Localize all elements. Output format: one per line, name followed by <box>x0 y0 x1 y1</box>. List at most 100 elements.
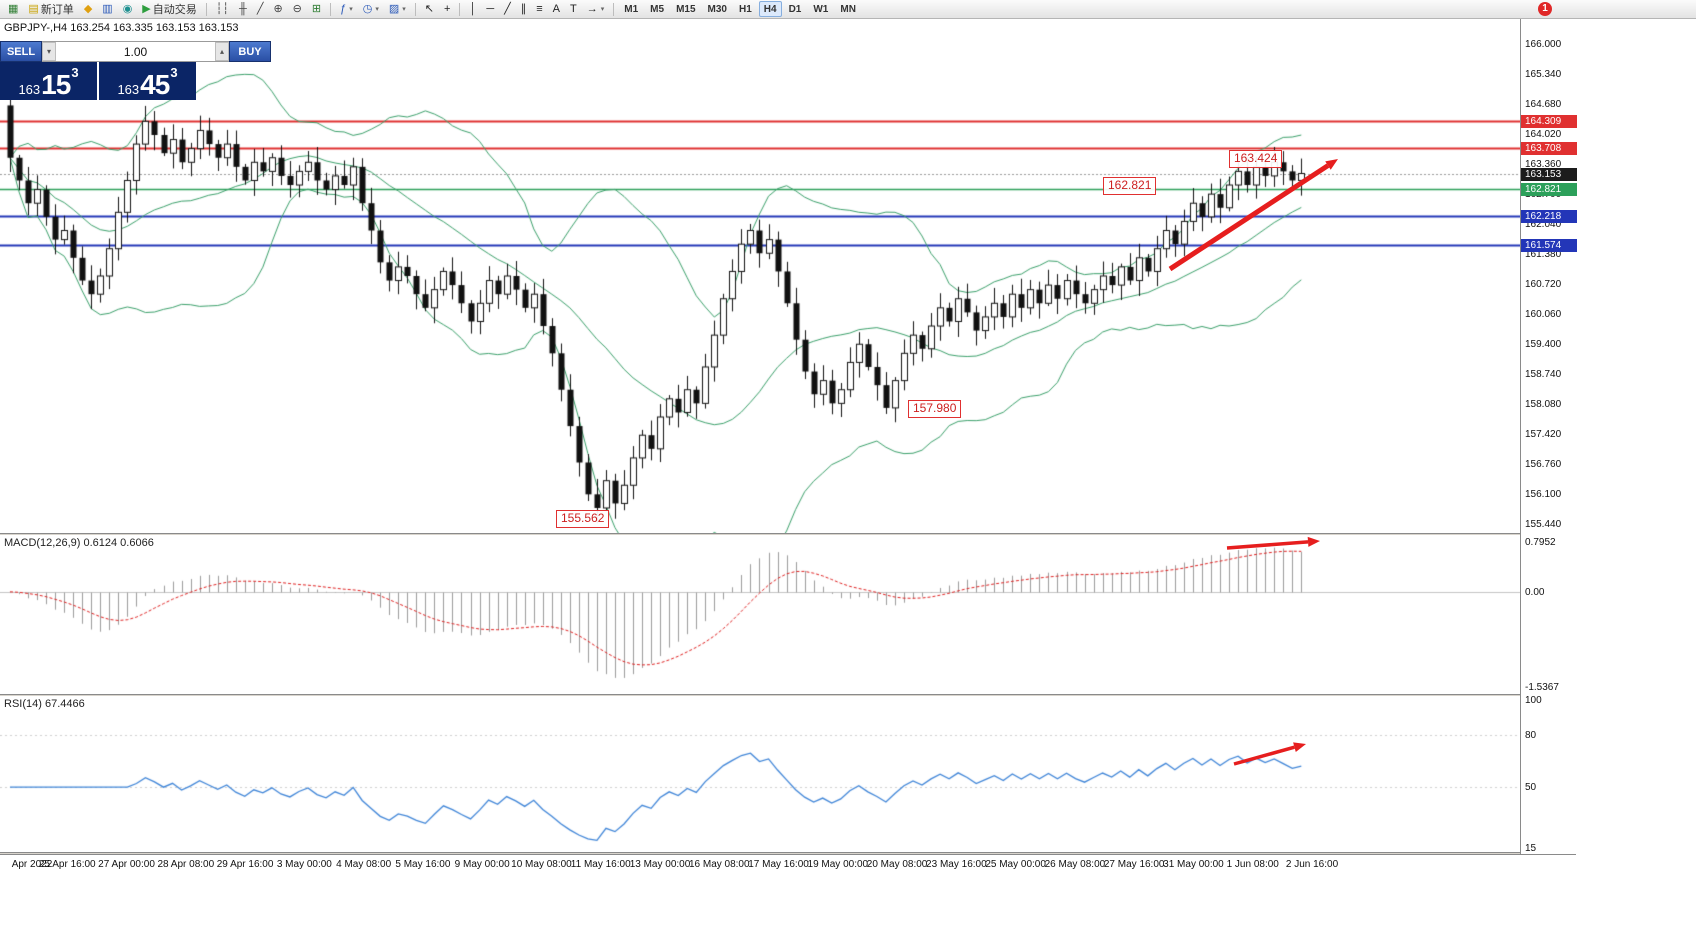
cursor-button[interactable]: ↖ <box>421 1 438 17</box>
time-axis-label: 17 May 16:00 <box>748 859 809 870</box>
bid-pip-digit: 3 <box>71 65 79 80</box>
support-line-tag-162821: 162.821 <box>1521 182 1577 196</box>
timeframe-m1[interactable]: M1 <box>619 1 643 17</box>
timeframe-m15-label: M15 <box>676 3 696 15</box>
lot-size-input[interactable] <box>56 42 215 61</box>
tile-windows-button-icon: ⊞ <box>311 2 322 15</box>
line-chart-button[interactable]: ╱ <box>253 1 268 17</box>
lot-decrease-button[interactable]: ▾ <box>42 42 56 61</box>
price-axis[interactable]: 166.000165.340164.680164.020163.360162.7… <box>1520 19 1577 854</box>
price-callout-label[interactable]: 157.980 <box>908 400 962 418</box>
data-window-button-icon: ▥ <box>102 2 113 15</box>
new-order-button-icon: ▤ <box>28 2 39 15</box>
price-callout-label[interactable]: 163.424 <box>1229 150 1283 168</box>
current-price-tag: 163.153 <box>1521 167 1577 181</box>
rsi-axis-label: 80 <box>1525 729 1537 741</box>
ask-prefix: 163 <box>117 81 140 97</box>
dropdown-caret-icon: ▾ <box>600 6 605 13</box>
arrows-button[interactable]: → ▾ <box>583 1 609 17</box>
time-axis-label: 9 May 00:00 <box>454 859 510 870</box>
time-axis-label: 5 May 16:00 <box>395 859 451 870</box>
zoom-in-button[interactable]: ⊕ <box>269 1 286 17</box>
time-axis-separator[interactable] <box>0 852 1576 854</box>
timeframe-w1[interactable]: W1 <box>808 1 833 17</box>
rsi-indicator-label: RSI(14) 67.4466 <box>4 698 85 710</box>
trade-panel-header-row: SELL ▾ ▴ BUY <box>0 41 271 62</box>
bar-chart-button[interactable]: ┆┆ <box>212 1 233 17</box>
timeframe-h1[interactable]: H1 <box>734 1 757 17</box>
sell-button[interactable]: SELL <box>0 41 42 62</box>
timeframe-d1[interactable]: D1 <box>784 1 807 17</box>
price-axis-label: 158.080 <box>1525 399 1562 411</box>
time-axis-label: 4 May 08:00 <box>336 859 392 870</box>
price-axis-label: 165.340 <box>1525 69 1562 81</box>
time-axis-label: 29 Apr 16:00 <box>216 859 274 870</box>
buy-button[interactable]: BUY <box>229 41 271 62</box>
lot-size-control: ▾ ▴ <box>42 41 229 62</box>
autotrading-button[interactable]: ▶ 自动交易 <box>138 1 200 17</box>
equidistant-channel-button[interactable]: ∥ <box>517 1 531 17</box>
support-line-tag-161574: 161.574 <box>1521 239 1577 253</box>
one-click-trading-panel: SELL ▾ ▴ BUY 163 15 3 163 45 3 <box>0 41 271 100</box>
time-axis-label: 20 May 08:00 <box>866 859 928 870</box>
crosshair-button[interactable]: + <box>440 1 454 17</box>
time-axis-label: 25 Apr 16:00 <box>38 859 96 870</box>
vertical-line-button[interactable]: │ <box>465 1 480 17</box>
macd-pane-canvas[interactable] <box>0 535 1520 694</box>
zoom-out-button[interactable]: ⊖ <box>289 1 306 17</box>
toolbar-separator <box>205 2 207 16</box>
text-label-button-icon: T <box>570 2 577 15</box>
timeframe-h4[interactable]: H4 <box>758 1 782 17</box>
timeframe-m5[interactable]: M5 <box>645 1 669 17</box>
text-button-icon: A <box>552 2 560 15</box>
rsi-axis-label: 100 <box>1525 695 1542 706</box>
market-watch-button-icon: ◆ <box>83 2 93 15</box>
indicators-button-icon: ƒ <box>340 2 347 15</box>
price-axis-label: 164.020 <box>1525 129 1562 141</box>
timeframe-d1-label: D1 <box>788 3 802 15</box>
timeframe-mn[interactable]: MN <box>835 1 861 17</box>
data-window-button[interactable]: ▥ <box>98 1 116 17</box>
horizontal-line-button[interactable]: ─ <box>482 1 498 17</box>
sell-price-button[interactable]: 163 15 3 <box>0 62 97 100</box>
text-button[interactable]: A <box>549 1 564 17</box>
navigator-button-icon: ◉ <box>122 2 133 15</box>
navigator-button[interactable]: ◉ <box>119 1 137 17</box>
trendline-button[interactable]: ╱ <box>500 1 515 17</box>
indicators-button[interactable]: ƒ ▾ <box>336 1 357 17</box>
new-order-button[interactable]: ▤ 新订单 <box>24 1 77 17</box>
arrows-button-icon: → <box>586 2 598 15</box>
periods-button[interactable]: ◷ ▾ <box>359 1 383 17</box>
lot-increase-button[interactable]: ▴ <box>215 42 229 61</box>
timeframe-m30[interactable]: M30 <box>703 1 732 17</box>
price-chart-canvas[interactable] <box>0 19 1520 533</box>
notification-badge[interactable]: 1 <box>1538 2 1552 16</box>
periods-button-icon: ◷ <box>362 2 373 15</box>
rsi-pane-separator[interactable] <box>0 694 1576 696</box>
market-watch-button[interactable]: ◆ <box>80 1 96 17</box>
bid-big-digits: 15 <box>41 69 71 101</box>
macd-axis-label: 0.00 <box>1525 586 1545 598</box>
timeframe-m30-label: M30 <box>707 3 727 15</box>
time-axis-label: 28 Apr 08:00 <box>157 859 215 870</box>
candlestick-chart-button[interactable]: ╫ <box>235 1 251 17</box>
new-chart-button[interactable]: ▦ <box>4 1 22 17</box>
buy-price-button[interactable]: 163 45 3 <box>99 62 196 100</box>
timeframe-w1-label: W1 <box>813 3 829 15</box>
price-axis-label: 161.380 <box>1525 249 1562 261</box>
templates-button[interactable]: ▨ ▾ <box>385 1 410 17</box>
ask-pip-digit: 3 <box>170 65 178 80</box>
timeframe-m15[interactable]: M15 <box>671 1 700 17</box>
price-callout-label[interactable]: 162.821 <box>1103 177 1157 195</box>
toolbar-separator <box>414 2 416 16</box>
price-callout-label[interactable]: 155.562 <box>556 510 610 528</box>
time-axis-label: 26 May 08:00 <box>1044 859 1106 870</box>
macd-pane-separator[interactable] <box>0 533 1576 535</box>
time-axis[interactable]: Apr 2022 25 Apr 16:00 27 Apr 00:00 28 Apr 0… <box>0 854 1576 874</box>
text-label-button[interactable]: T <box>566 1 581 17</box>
support-line-tag-162218: 162.218 <box>1521 210 1577 224</box>
rsi-pane-canvas[interactable] <box>0 696 1520 852</box>
fibonacci-button[interactable]: ≡ <box>532 1 546 17</box>
tile-windows-button[interactable]: ⊞ <box>308 1 325 17</box>
time-axis-label: 16 May 08:00 <box>688 859 750 870</box>
